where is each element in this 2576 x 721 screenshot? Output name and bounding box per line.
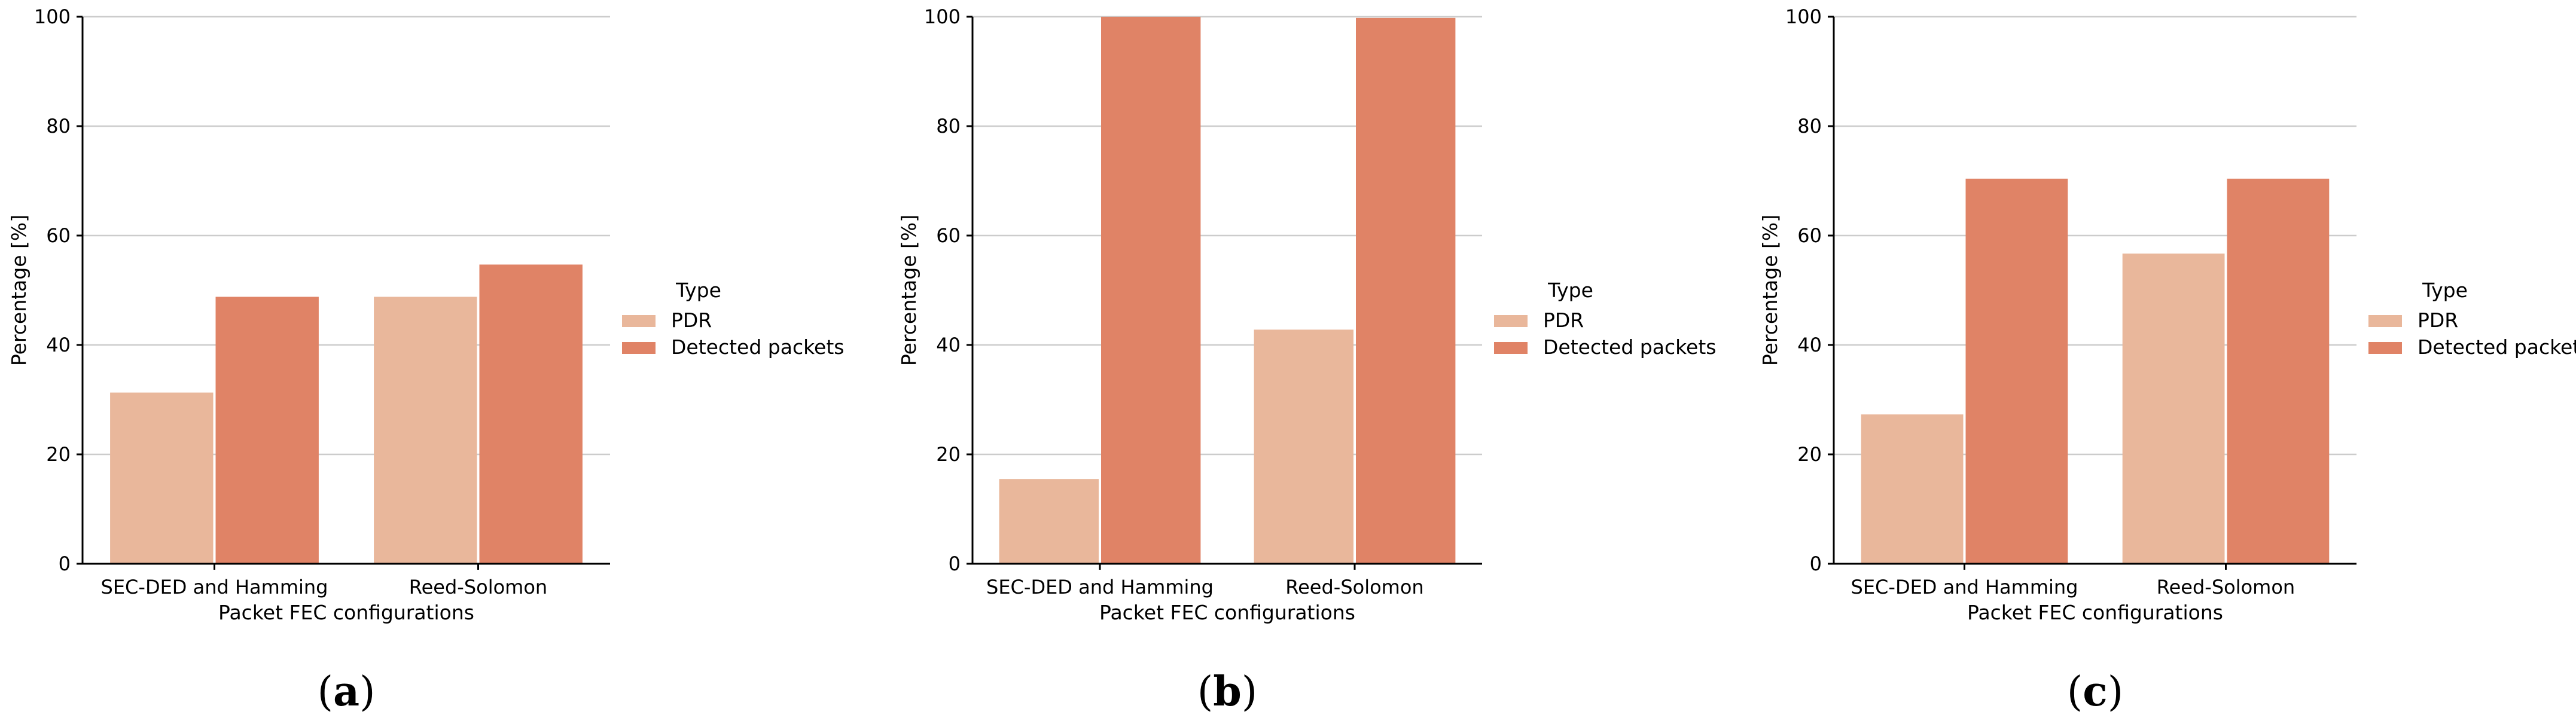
bar-pdr bbox=[374, 297, 477, 564]
y-tick-label: 60 bbox=[936, 224, 961, 247]
chart-panel-c: 0 20 40 60 80 100 SEC-DED and Hamming Reed-Solo… bbox=[1758, 5, 2576, 716]
x-axis-label: Packet FEC configurations bbox=[1099, 601, 1355, 624]
x-tick-label: SEC-DED and Hamming bbox=[101, 576, 328, 598]
legend-title: Type bbox=[2422, 279, 2468, 302]
legend-label: Detected packets bbox=[2418, 335, 2576, 359]
y-axis-label: Percentage [%] bbox=[7, 215, 31, 366]
chart-panel-a: 0 20 40 60 80 100 SEC-DED and Hamming Reed-Solo… bbox=[7, 5, 844, 716]
panel-caption: (b) bbox=[1197, 668, 1258, 716]
legend-swatch bbox=[622, 342, 656, 354]
y-tick-label: 80 bbox=[1797, 115, 1822, 138]
legend-swatch bbox=[2368, 315, 2402, 327]
x-axis-label: Packet FEC configurations bbox=[218, 601, 474, 624]
y-axis-label: Percentage [%] bbox=[897, 215, 920, 366]
y-tick-label: 20 bbox=[46, 443, 71, 466]
y-tick-label: 100 bbox=[924, 5, 961, 28]
legend-swatch bbox=[2368, 342, 2402, 354]
bar-pdr bbox=[1861, 414, 1964, 564]
y-tick-label: 60 bbox=[1797, 224, 1822, 247]
x-tick-label: SEC-DED and Hamming bbox=[1851, 576, 2078, 598]
bar-detected-packets bbox=[1356, 17, 1456, 564]
legend-label: PDR bbox=[671, 308, 712, 332]
bar-detected-packets bbox=[215, 297, 319, 564]
y-tick-label: 20 bbox=[936, 443, 961, 466]
chart-panel-b: 0 20 40 60 80 100 SEC-DED and Hamming Reed-Solo… bbox=[897, 5, 1716, 716]
bar-pdr bbox=[1254, 329, 1353, 564]
legend-title: Type bbox=[675, 279, 721, 302]
bar-detected-packets bbox=[1101, 17, 1201, 564]
bar-pdr bbox=[110, 392, 214, 564]
y-tick-label: 0 bbox=[949, 552, 961, 575]
y-tick-label: 0 bbox=[1810, 552, 1822, 575]
legend-label: Detected packets bbox=[671, 335, 844, 359]
x-tick-label: Reed-Solomon bbox=[2157, 576, 2295, 598]
bar-detected-packets bbox=[479, 264, 583, 564]
y-tick-label: 80 bbox=[46, 115, 71, 138]
y-axis-label: Percentage [%] bbox=[1758, 215, 1782, 366]
bar-pdr bbox=[2122, 253, 2225, 564]
legend-swatch bbox=[1494, 342, 1528, 354]
x-tick-label: Reed-Solomon bbox=[1285, 576, 1423, 598]
y-tick-label: 0 bbox=[59, 552, 71, 575]
panel-caption: (a) bbox=[317, 668, 375, 716]
bar-pdr bbox=[999, 479, 1099, 564]
x-axis-label: Packet FEC configurations bbox=[1967, 601, 2223, 624]
y-tick-label: 100 bbox=[1785, 5, 1822, 28]
y-tick-label: 60 bbox=[46, 224, 71, 247]
legend-title: Type bbox=[1547, 279, 1593, 302]
legend-label: Detected packets bbox=[1543, 335, 1716, 359]
y-tick-label: 40 bbox=[46, 334, 71, 356]
x-tick-label: Reed-Solomon bbox=[409, 576, 547, 598]
legend-label: PDR bbox=[1543, 308, 1584, 332]
bar-detected-packets bbox=[1965, 178, 2068, 564]
x-tick-label: SEC-DED and Hamming bbox=[986, 576, 1214, 598]
y-tick-label: 40 bbox=[936, 334, 961, 356]
legend-swatch bbox=[1494, 315, 1528, 327]
bar-detected-packets bbox=[2227, 178, 2330, 564]
y-tick-label: 40 bbox=[1797, 334, 1822, 356]
legend-swatch bbox=[622, 315, 656, 327]
panel-caption: (c) bbox=[2067, 668, 2123, 716]
y-tick-label: 80 bbox=[936, 115, 961, 138]
y-tick-label: 20 bbox=[1797, 443, 1822, 466]
legend-label: PDR bbox=[2418, 308, 2458, 332]
y-tick-label: 100 bbox=[34, 5, 71, 28]
